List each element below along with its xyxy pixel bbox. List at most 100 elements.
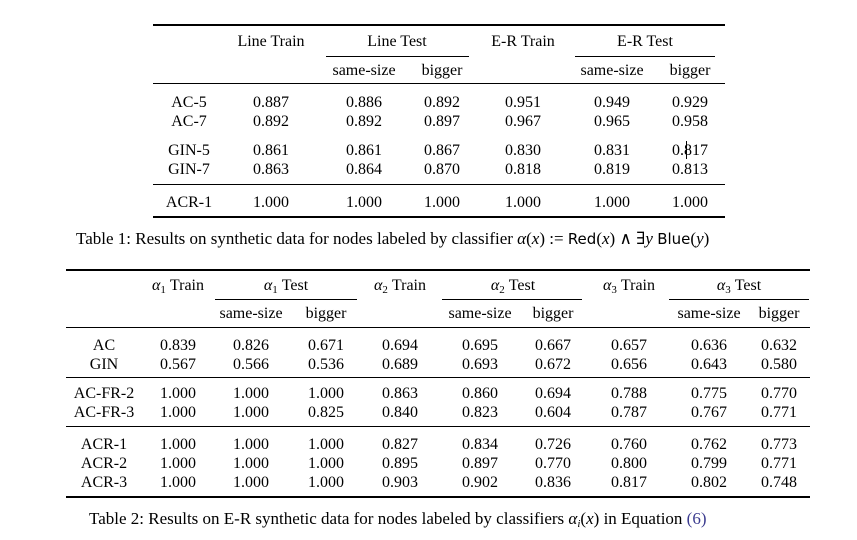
t2-cell: 0.693: [462, 356, 498, 373]
t2-cell: 0.771: [761, 455, 797, 472]
t2-group-rule-2: [66, 426, 810, 427]
t2-cell: 0.771: [761, 404, 797, 421]
t1-header-rule: [153, 83, 725, 84]
t1-cell: 0.897: [424, 113, 460, 130]
t2-cell: 1.000: [308, 455, 344, 472]
t2-cell: 1.000: [308, 436, 344, 453]
t1-cell: 0.863: [253, 161, 289, 178]
t1-cell: 0.949: [594, 94, 630, 111]
t2-cell: 0.726: [535, 436, 571, 453]
t1-cell: 0.867: [424, 142, 460, 159]
t1-cell: 0.887: [253, 94, 289, 111]
t2-cell: 0.787: [611, 404, 647, 421]
t2-cell: 1.000: [308, 474, 344, 491]
table-1-bottom-rule: [153, 216, 725, 218]
t2-cell: 0.567: [160, 356, 196, 373]
t2-cell: 0.770: [535, 455, 571, 472]
t2-cell: 0.817: [611, 474, 647, 491]
t1-sub-bigger-2: bigger: [669, 62, 711, 79]
t2-cell: 1.000: [160, 474, 196, 491]
t1-header-er-test: E-R Test: [617, 33, 673, 50]
t1-cell: 0.819: [594, 161, 630, 178]
t1-cell: 0.958: [672, 113, 708, 130]
t1-cell: 0.813: [672, 161, 708, 178]
t2-cell: 0.643: [691, 356, 727, 373]
t1-cell: 0.830: [505, 142, 541, 159]
caption-text: Table 2: Results on E-R synthetic data f…: [89, 509, 569, 528]
t2-cell: 0.672: [535, 356, 571, 373]
t2-cell: 0.636: [691, 337, 727, 354]
t2-cell: 0.671: [308, 337, 344, 354]
t2-sub-same-size-2: same-size: [448, 305, 512, 322]
t2-cell: 0.536: [308, 356, 344, 373]
t2-header-a2-train: α2 Train: [374, 277, 426, 296]
t2-cell: 0.827: [382, 436, 418, 453]
t1-line-test-rule: [326, 56, 469, 57]
t1-header-er-train: E-R Train: [491, 33, 555, 50]
t2-cell: 1.000: [160, 385, 196, 402]
t2-cell: 1.000: [233, 455, 269, 472]
t2-row-label: GIN: [89, 356, 119, 373]
t2-cell: 0.902: [462, 474, 498, 491]
t1-row-label: ACR-1: [165, 194, 213, 211]
t1-cell: 0.967: [505, 113, 541, 130]
t1-row-label: GIN-7: [168, 161, 210, 178]
t1-cell: 0.965: [594, 113, 630, 130]
t2-cell: 1.000: [160, 436, 196, 453]
t1-cell: 0.831: [594, 142, 630, 159]
t1-cell: 0.929: [672, 94, 708, 111]
table-1-top-rule: [153, 24, 725, 26]
t2-cell: 0.802: [691, 474, 727, 491]
t2-cell: 0.580: [761, 356, 797, 373]
t2-cell: 0.760: [611, 436, 647, 453]
t2-cell: 0.834: [462, 436, 498, 453]
t1-cell: 0.892: [253, 113, 289, 130]
t2-cell: 0.604: [535, 404, 571, 421]
t1-cell: 0.892: [346, 113, 382, 130]
t2-cell: 0.762: [691, 436, 727, 453]
t2-header-a3-test: α3 Test: [716, 277, 762, 296]
t2-cell: 1.000: [160, 404, 196, 421]
t2-cell: 1.000: [233, 474, 269, 491]
t2-row-label: ACR-1: [80, 436, 128, 453]
t2-cell: 0.667: [535, 337, 571, 354]
t2-cell: 0.773: [761, 436, 797, 453]
t1-cell: 1.000: [594, 194, 630, 211]
t2-cell: 1.000: [233, 385, 269, 402]
t2-cell: 0.767: [691, 404, 727, 421]
t1-cell: 1.000: [672, 194, 708, 211]
t2-header-a1-train: α1 Train: [152, 277, 204, 296]
t1-cell: 1.000: [253, 194, 289, 211]
t1-cell: 0.951: [505, 94, 541, 111]
equation-ref-link[interactable]: (6): [686, 509, 707, 528]
t1-cell: 0.861: [346, 142, 382, 159]
t1-cell: 1.000: [424, 194, 460, 211]
t2-cell: 0.657: [611, 337, 647, 354]
t2-cell: 0.800: [611, 455, 647, 472]
t2-a1-test-rule: [215, 299, 357, 300]
t2-header-a3-train: α3 Train: [603, 277, 655, 296]
t1-cell: 0.864: [346, 161, 382, 178]
t1-cell: 0.886: [346, 94, 382, 111]
t2-cell: 0.656: [611, 356, 647, 373]
t1-cell: 0.861: [253, 142, 289, 159]
t1-cell: 0.817: [672, 142, 708, 159]
t2-cell: 1.000: [233, 404, 269, 421]
t1-sub-same-size-1: same-size: [332, 62, 396, 79]
t2-header-a1-test: α1 Test: [263, 277, 309, 296]
t2-cell: 0.897: [462, 455, 498, 472]
t2-cell: 0.694: [382, 337, 418, 354]
t2-cell: 0.823: [462, 404, 498, 421]
caption-text: Table 1: Results on synthetic data for n…: [76, 229, 518, 248]
t1-group-rule: [153, 184, 725, 185]
t2-sub-same-size-1: same-size: [219, 305, 283, 322]
t1-row-label: AC-5: [171, 94, 207, 111]
t1-header-line-test: Line Test: [367, 33, 427, 50]
t2-cell: 0.863: [382, 385, 418, 402]
t2-header-a2-test: α2 Test: [490, 277, 536, 296]
t2-cell: 0.799: [691, 455, 727, 472]
t2-row-label: AC-FR-2: [73, 385, 135, 402]
t2-row-label: ACR-3: [80, 474, 128, 491]
t1-header-line-train: Line Train: [237, 33, 305, 50]
t2-a3-test-rule: [669, 299, 809, 300]
